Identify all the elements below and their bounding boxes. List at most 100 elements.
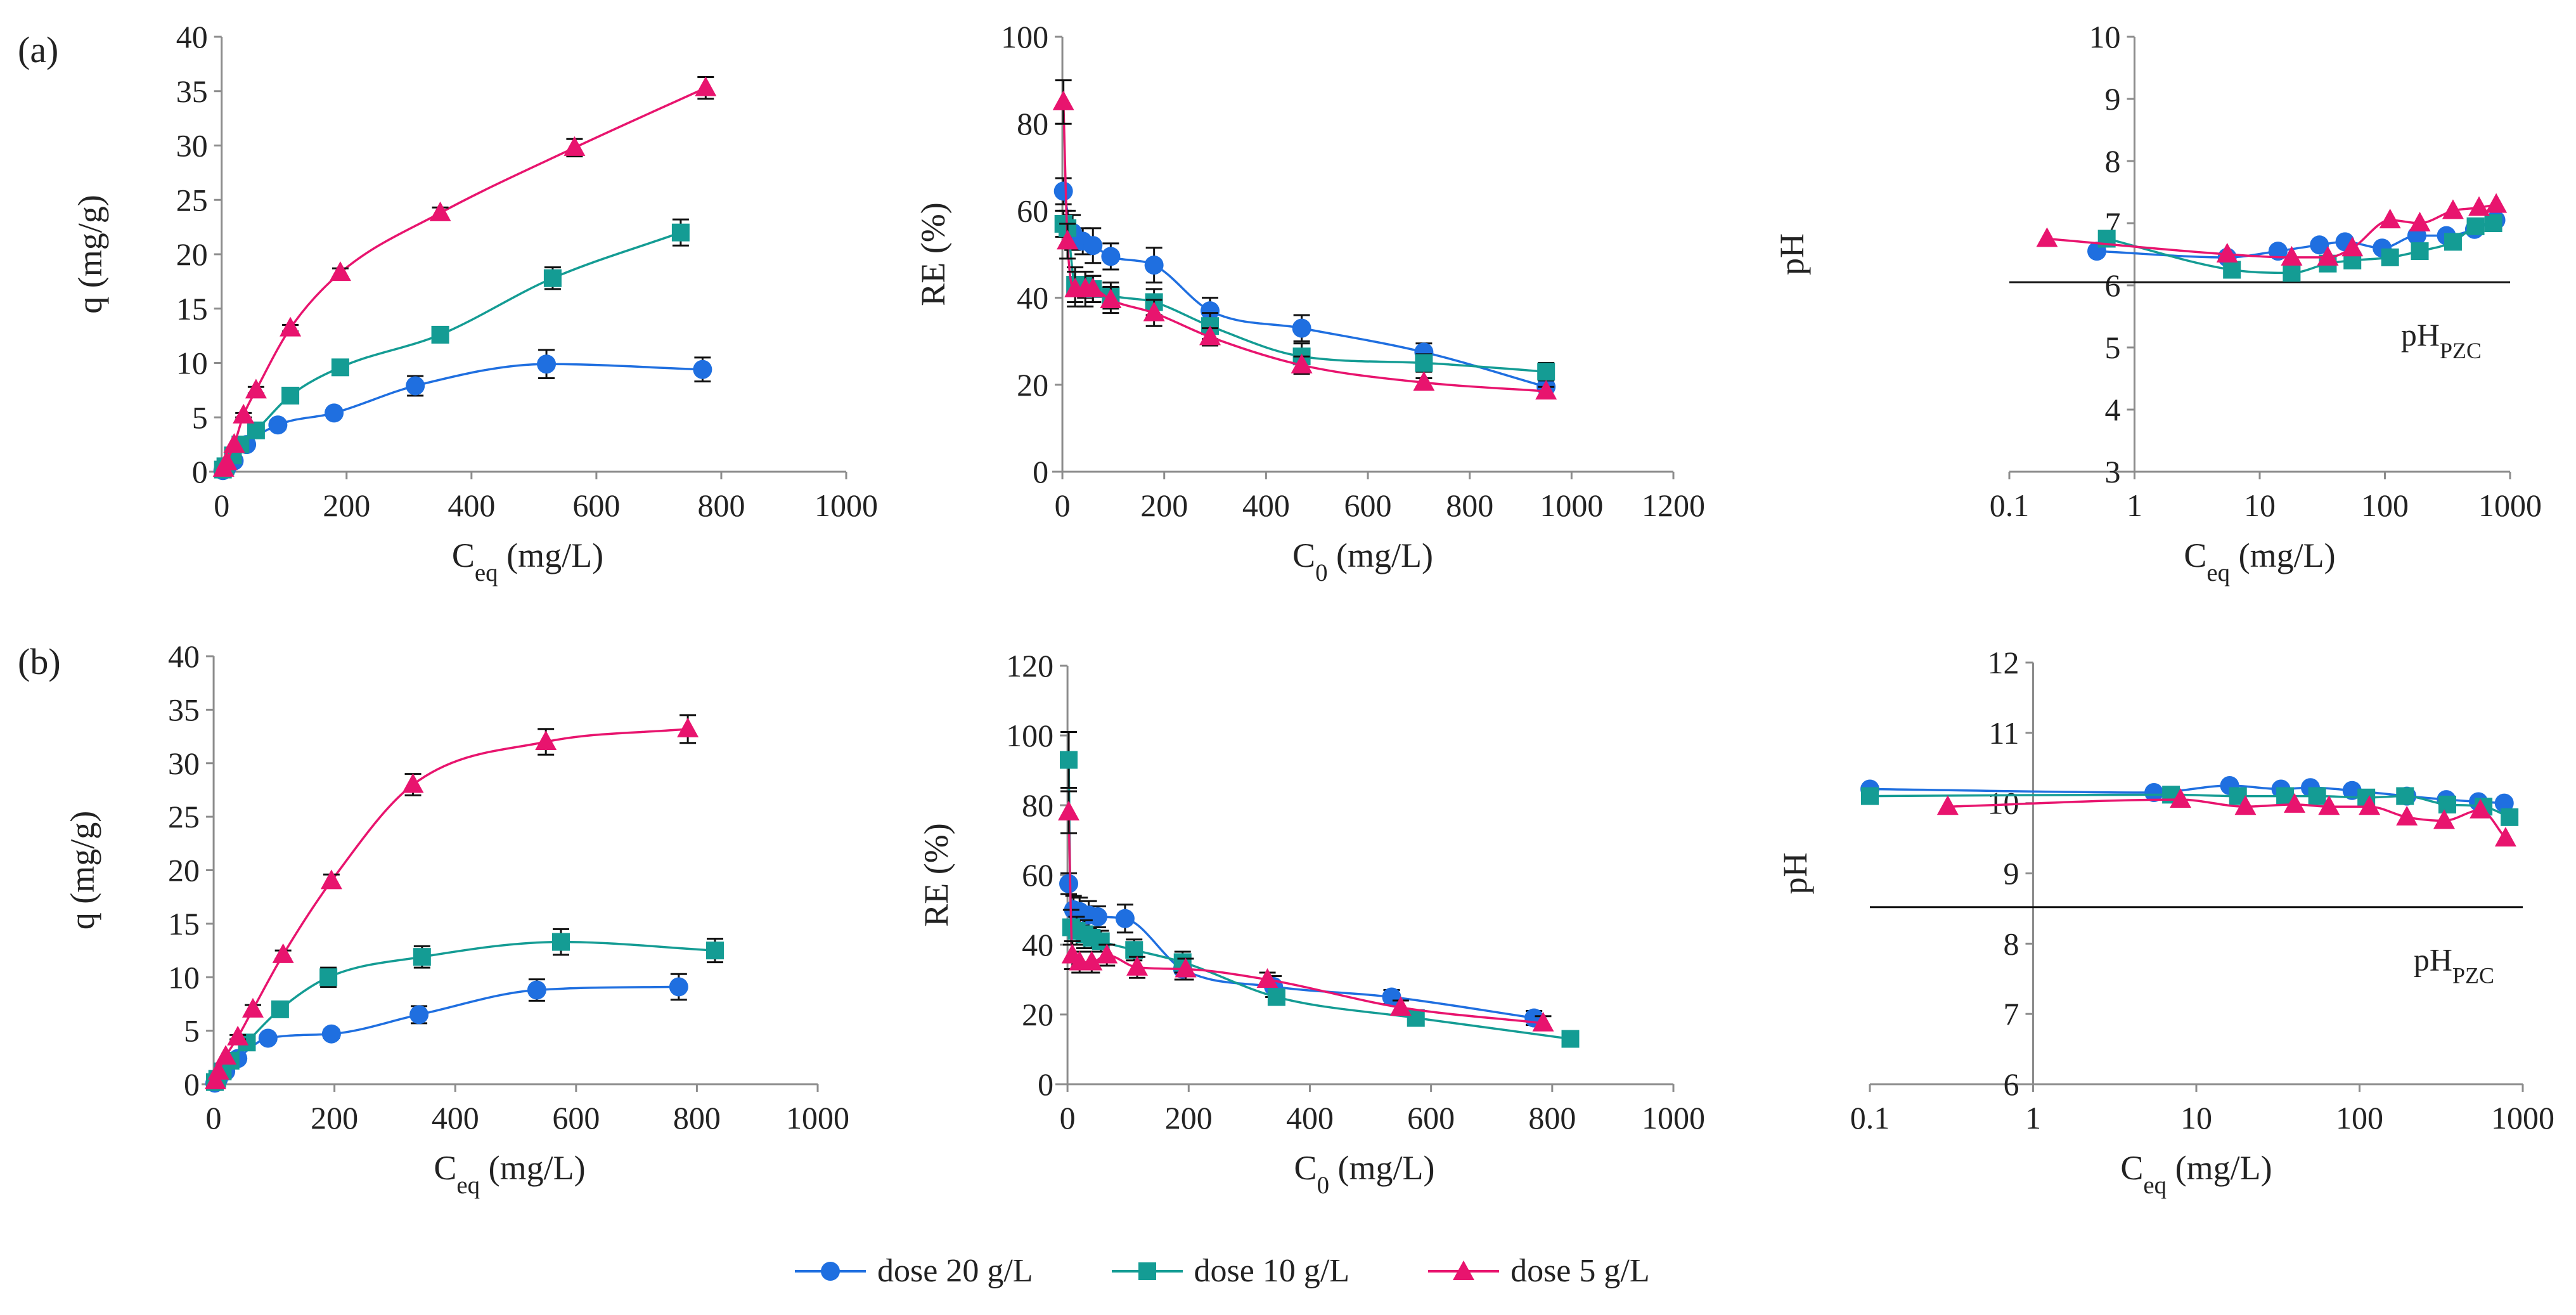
x-tick-label: 1200	[1642, 488, 1705, 523]
series-line	[222, 363, 703, 472]
data-point	[413, 948, 431, 966]
pzc-label: pHPZC	[2401, 317, 2482, 363]
x-tick-label: 600	[572, 488, 620, 523]
data-point	[429, 201, 451, 221]
x-tick-label: 200	[1165, 1100, 1213, 1136]
y-tick-label: 15	[168, 906, 200, 942]
data-point	[1389, 996, 1412, 1016]
y-tick-label: 80	[1017, 106, 1048, 141]
y-tick-label: 0	[192, 454, 208, 489]
data-point	[2494, 793, 2514, 813]
y-tick-label: 8	[2105, 143, 2121, 179]
data-point	[552, 933, 570, 951]
y-tick-label: 4	[2105, 392, 2121, 427]
data-point	[320, 869, 342, 890]
x-tick-label: 1	[2025, 1100, 2041, 1136]
y-tick-label: 10	[176, 346, 208, 381]
data-point	[1936, 795, 1959, 815]
y-axis-title: RE (%)	[917, 823, 955, 926]
data-point	[2284, 793, 2306, 813]
y-tick-label: 25	[176, 182, 208, 217]
data-point	[677, 717, 699, 737]
data-point	[2433, 809, 2456, 829]
y-tick-label: 20	[1022, 997, 1053, 1032]
data-point	[2466, 217, 2485, 235]
x-tick-label: 400	[1286, 1100, 1334, 1136]
data-point	[2170, 788, 2192, 808]
x-tick-label: 200	[1140, 488, 1188, 523]
data-point	[2341, 236, 2364, 257]
data-point	[319, 968, 338, 987]
series-dose-5-g-l	[2036, 193, 2508, 266]
data-point	[1096, 943, 1118, 964]
series-line	[1067, 760, 1571, 1040]
data-point	[2342, 781, 2362, 800]
data-point	[706, 942, 724, 960]
y-tick-label: 15	[176, 291, 208, 327]
y-tick-label: 12	[1988, 645, 2019, 680]
y-tick-label: 30	[176, 128, 208, 164]
y-tick-label: 40	[1022, 927, 1053, 962]
y-tick-label: 80	[1022, 787, 1053, 823]
data-point	[671, 223, 690, 242]
data-point	[1125, 941, 1143, 959]
x-tick-label: 800	[673, 1100, 721, 1136]
y-tick-label: 20	[176, 236, 208, 272]
x-tick-label: 200	[323, 488, 370, 523]
data-point	[1267, 988, 1285, 1006]
x-tick-label: 0	[214, 488, 229, 523]
x-axis-title: Ceq (mg/L)	[2184, 536, 2335, 586]
data-point	[233, 403, 255, 424]
data-point	[2359, 795, 2381, 815]
x-tick-label: 0	[1060, 1100, 1076, 1136]
series-dose-20-g-l	[213, 349, 712, 481]
y-tick-label: 10	[168, 959, 200, 995]
data-point	[537, 354, 557, 374]
x-axis-title: Ceq (mg/L)	[452, 536, 603, 586]
x-axis-title: Ceq (mg/L)	[434, 1149, 585, 1199]
data-point	[1201, 301, 1220, 321]
y-tick-label: 3	[2105, 454, 2121, 489]
data-point	[2381, 248, 2399, 266]
data-point	[2310, 235, 2329, 255]
data-point	[2442, 199, 2464, 219]
data-point	[1052, 90, 1074, 110]
data-point	[331, 358, 349, 377]
data-point	[2396, 805, 2418, 826]
data-point	[1060, 751, 1078, 769]
y-tick-label: 5	[192, 399, 208, 435]
y-tick-label: 40	[168, 638, 200, 674]
data-point	[1407, 1009, 1425, 1027]
data-point	[271, 1000, 289, 1018]
y-tick-label: 6	[2105, 268, 2121, 303]
data-point	[245, 379, 267, 399]
data-point	[2438, 795, 2456, 813]
data-point	[1537, 363, 1555, 381]
legend-label-dose10: dose 10 g/L	[1194, 1253, 1350, 1289]
data-point	[281, 386, 300, 405]
x-tick-label: 1000	[1642, 1100, 1705, 1136]
data-point	[1081, 950, 1103, 971]
y-tick-label: 9	[2004, 856, 2019, 891]
data-point	[1382, 987, 1401, 1007]
series-dose-20-g-l	[205, 973, 688, 1093]
y-tick-label: 20	[1017, 367, 1048, 403]
legend-marker-circle	[795, 1261, 866, 1281]
y-axis-title: pH	[1773, 233, 1811, 275]
x-tick-label: 0	[206, 1100, 222, 1136]
data-point	[406, 376, 425, 396]
x-axis-title: Ceq (mg/L)	[2120, 1149, 2272, 1199]
x-tick-label: 100	[2361, 488, 2409, 523]
data-point	[402, 773, 424, 793]
y-tick-label: 5	[2105, 330, 2121, 365]
data-point	[2485, 193, 2508, 213]
data-point	[1256, 968, 1278, 988]
y-tick-label: 40	[1017, 280, 1048, 316]
legend-item-dose20: dose 20 g/L	[792, 1252, 1033, 1290]
x-tick-label: 400	[432, 1100, 479, 1136]
data-point	[321, 1024, 341, 1044]
x-tick-label: 800	[697, 488, 745, 523]
data-point	[409, 1005, 429, 1025]
data-point	[2411, 242, 2429, 261]
